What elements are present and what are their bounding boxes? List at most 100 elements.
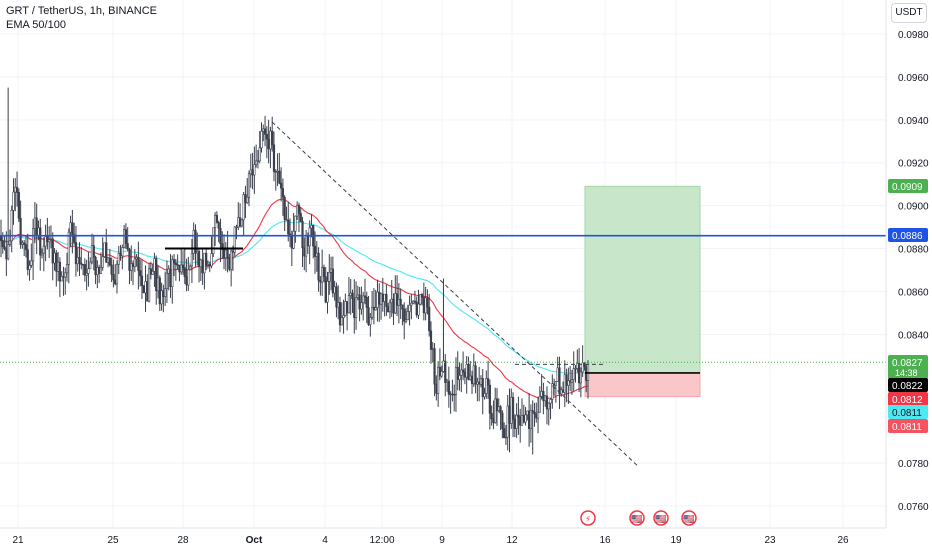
candle-body	[383, 293, 386, 302]
candle-body	[258, 147, 261, 162]
economic-events[interactable]: ⚡ 🇺🇸 🇺🇸 🇺🇸	[580, 510, 697, 526]
candle-body	[545, 395, 549, 410]
candle-body	[74, 242, 78, 265]
candle	[74, 226, 78, 277]
position-zones[interactable]	[584, 185, 701, 398]
candle	[65, 252, 69, 282]
candle	[499, 405, 502, 431]
currency-button[interactable]: USDT	[891, 3, 927, 23]
candle	[64, 267, 67, 295]
candle-body	[476, 381, 479, 385]
candle	[308, 220, 311, 265]
badge-bg	[888, 179, 928, 193]
candle	[83, 258, 86, 282]
symbol-title[interactable]: GRT / TetherUS, 1h, BINANCE	[6, 5, 158, 17]
price-badge-entry: 0.0822	[888, 378, 928, 392]
candle-body	[445, 380, 449, 383]
candle	[433, 343, 436, 397]
stop-loss-zone[interactable]	[584, 372, 701, 398]
candle	[10, 205, 13, 253]
candle	[85, 259, 88, 291]
candle-body	[388, 302, 392, 313]
time-tick-label: 19	[670, 535, 682, 546]
candle-body	[306, 235, 309, 247]
candle	[347, 277, 351, 314]
candle-body	[324, 276, 327, 303]
candle-body	[326, 281, 329, 303]
price-axis[interactable]: 0.0980 0.0960 0.0940 0.0920 0.0900 0.0880 0.08…	[898, 30, 929, 513]
candle-body	[222, 249, 226, 259]
candle	[301, 216, 304, 267]
candle	[342, 299, 345, 334]
us-flag-icon[interactable]: 🇺🇸	[681, 510, 697, 526]
candle-body	[162, 290, 165, 297]
candle-body	[524, 414, 527, 423]
candle-body	[431, 348, 434, 350]
candle-body	[24, 244, 28, 250]
candle-body	[247, 173, 251, 198]
candle-body	[130, 263, 133, 271]
candle	[331, 256, 334, 298]
candle-body	[292, 230, 295, 249]
drawings-layer[interactable]	[0, 121, 886, 466]
candle	[531, 400, 534, 455]
candle	[60, 271, 63, 282]
candle-body	[238, 217, 242, 227]
candle-body	[39, 227, 42, 256]
candle	[180, 248, 183, 275]
candle	[263, 115, 267, 147]
candle-body	[553, 383, 556, 386]
price-tick-label: 0.0940	[898, 116, 929, 127]
candle-body	[181, 264, 185, 269]
candle	[426, 289, 429, 315]
take-profit-zone[interactable]	[584, 185, 701, 374]
time-tick-label: 21	[12, 535, 24, 546]
candle-body	[55, 252, 58, 272]
us-flag-icon[interactable]: 🇺🇸	[653, 510, 669, 526]
candle	[108, 249, 111, 267]
candle	[174, 258, 177, 281]
candle-body	[358, 294, 361, 310]
candle-body	[28, 265, 31, 270]
candle-body	[105, 242, 108, 263]
candle	[554, 381, 557, 403]
candle	[351, 289, 354, 313]
candle-body	[296, 204, 299, 217]
candle-body	[187, 269, 190, 286]
time-tick-label: 16	[599, 535, 611, 546]
candle-body	[410, 302, 413, 306]
candle-body	[151, 271, 154, 275]
candle	[23, 239, 26, 257]
candle-body	[80, 262, 83, 265]
candle-body	[51, 238, 54, 264]
candle-body	[519, 416, 522, 426]
indicator-title[interactable]: EMA 50/100	[6, 19, 66, 31]
candle-body	[101, 256, 104, 268]
candle-body	[240, 219, 243, 227]
candle-body	[365, 296, 368, 308]
candle-body	[262, 128, 265, 132]
candle-body	[353, 298, 356, 318]
candle-body	[494, 398, 497, 424]
candle-body	[567, 380, 570, 386]
candle-body	[206, 263, 210, 266]
candle-body	[577, 362, 581, 384]
candle-body	[486, 378, 490, 386]
candle-body	[533, 411, 536, 415]
candle	[112, 259, 115, 288]
lightning-icon[interactable]: ⚡	[580, 510, 596, 526]
us-flag-icon[interactable]: 🇺🇸	[629, 510, 645, 526]
price-tick-label: 0.0960	[898, 73, 929, 84]
candle-body	[351, 292, 354, 299]
candle-body	[44, 236, 47, 247]
candle-body	[183, 267, 186, 278]
candle-body	[73, 234, 76, 243]
candle-body	[547, 402, 550, 410]
candle	[456, 351, 459, 391]
candle	[444, 354, 447, 397]
candle-body	[62, 276, 65, 278]
time-axis[interactable]: 21 25 28 Oct 4 12:00 9 12 16 19 23 26	[12, 535, 849, 546]
candle-body	[354, 296, 358, 318]
